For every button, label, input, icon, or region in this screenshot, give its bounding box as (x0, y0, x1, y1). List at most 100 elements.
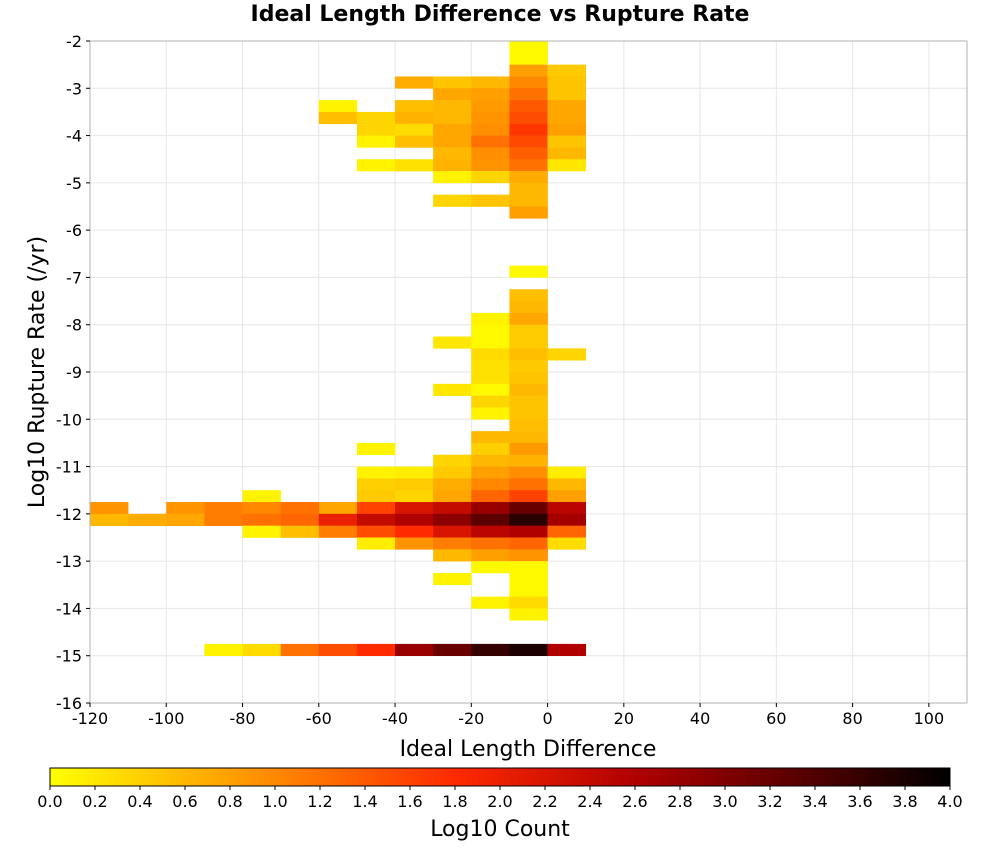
colorbar-label: Log10 Count (430, 817, 570, 842)
heatmap-cell (318, 643, 358, 657)
heatmap-cell (471, 372, 510, 385)
heatmap-cell (471, 407, 510, 420)
heatmap-cell (356, 442, 396, 456)
colorbar-tick-label: 0.8 (217, 792, 242, 811)
heatmap-cell (356, 525, 396, 538)
y-tick-label: -11 (56, 458, 82, 477)
heatmap-cell (242, 502, 281, 515)
heatmap-cell (509, 312, 548, 326)
heatmap-cell (471, 312, 510, 326)
heatmap-cell (547, 100, 586, 113)
heatmap-cell (471, 324, 510, 337)
heatmap-cell (433, 537, 472, 550)
heatmap-cell (509, 502, 548, 515)
heatmap-cell (356, 478, 396, 491)
heatmap-cell (547, 466, 586, 479)
heatmap-cell (356, 537, 396, 550)
heatmap-cell (509, 289, 548, 302)
x-tick-label: -100 (148, 709, 184, 728)
heatmap-cell (547, 76, 586, 89)
heatmap-cell (471, 537, 510, 550)
heatmap-cell (509, 608, 548, 621)
x-tick-label: -120 (72, 709, 108, 728)
x-axis-ticks: -120 -100 -80 -60 -40 -20 0 20 40 60 80 100 (72, 703, 944, 728)
heatmap-cell (356, 643, 396, 657)
heatmap-cell (509, 407, 548, 420)
heatmap-cell (395, 490, 434, 503)
colorbar-ticks: 0.0 0.2 0.4 0.6 0.8 1.0 1.2 1.4 1.6 1.8 2.0 2.2 2.4 2… (37, 786, 963, 811)
heatmap-cell (471, 466, 510, 479)
heatmap-cell (509, 490, 548, 503)
heatmap-cell (509, 324, 548, 337)
heatmap-cell (471, 454, 510, 467)
heatmap-cell (433, 643, 472, 657)
heatmap-cell (471, 194, 510, 207)
x-tick-label: 40 (690, 709, 710, 728)
heatmap-cell (547, 478, 586, 491)
colorbar-tick-label: 0.6 (172, 792, 197, 811)
heatmap-cell (547, 537, 586, 550)
heatmap-cell (471, 88, 510, 101)
heatmap-cell (509, 549, 548, 562)
heatmap-cell (395, 478, 434, 491)
y-tick-label: -7 (66, 268, 82, 287)
x-tick-label: -20 (458, 709, 484, 728)
heatmap-cell (471, 478, 510, 491)
heatmap-cell (471, 643, 510, 657)
heatmap-cell (90, 513, 129, 526)
heatmap-cell (547, 502, 586, 515)
heatmap-cell (509, 182, 548, 195)
heatmap-cell (318, 502, 358, 515)
x-tick-label: 20 (614, 709, 634, 728)
heatmap-cell (395, 525, 434, 538)
heatmap-cell (471, 395, 510, 408)
colorbar-tick-label: 3.0 (712, 792, 737, 811)
heatmap-cell (509, 336, 548, 349)
heatmap-cell (509, 454, 548, 467)
heatmap-cell (471, 502, 510, 515)
heatmap-cell (356, 123, 396, 136)
heatmap-cell (471, 442, 510, 456)
colorbar-tick-label: 4.0 (937, 792, 962, 811)
heatmap-cell (395, 76, 434, 89)
chart-title: Ideal Length Difference vs Rupture Rate (250, 2, 750, 27)
heatmap-cell (509, 561, 548, 574)
heatmap-cell (433, 76, 472, 89)
heatmap-cell (204, 643, 243, 657)
heatmap-cell (433, 336, 472, 349)
heatmap-cell (509, 194, 548, 207)
heatmap-cell (433, 478, 472, 491)
heatmap-cell (509, 147, 548, 160)
heatmap-cell (471, 596, 510, 609)
heatmap-cell (433, 159, 472, 172)
heatmap-cell (509, 348, 548, 361)
y-tick-label: -2 (66, 32, 82, 51)
heatmap-cell (433, 383, 472, 396)
heatmap-cell (280, 513, 320, 526)
y-tick-label: -16 (56, 694, 82, 713)
y-tick-label: -5 (66, 174, 82, 193)
heatmap-cell (471, 549, 510, 562)
heatmap-cell (356, 159, 396, 172)
heatmap-cell (509, 466, 548, 479)
heatmap-cell (433, 111, 472, 125)
heatmap-cell (471, 135, 510, 148)
heatmap-cell (547, 643, 586, 657)
heatmap-cell (433, 88, 472, 101)
x-tick-label: -40 (382, 709, 408, 728)
heatmap-cell (509, 41, 548, 54)
heatmap-cell (356, 490, 396, 503)
heatmap-cell (395, 100, 434, 113)
heatmap-cell (166, 502, 205, 515)
colorbar-tick-label: 0.2 (82, 792, 107, 811)
heatmap-cell (509, 372, 548, 385)
heatmap-cell (318, 100, 358, 113)
heatmap-cell (509, 88, 548, 101)
heatmap-cell (509, 383, 548, 396)
heatmap-cell (547, 135, 586, 148)
heatmap-cell (395, 111, 434, 125)
heatmap-cell (395, 643, 434, 657)
heatmap-cell (433, 513, 472, 526)
heatmap-cell (547, 88, 586, 101)
heatmap-cell (547, 111, 586, 125)
